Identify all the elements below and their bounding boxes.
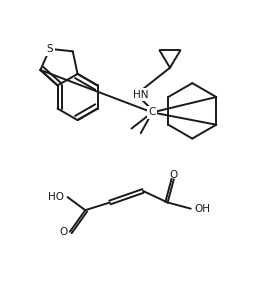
Text: O: O bbox=[59, 227, 68, 237]
Text: HN: HN bbox=[133, 90, 148, 100]
Text: HO: HO bbox=[48, 192, 64, 202]
Text: C: C bbox=[149, 107, 156, 117]
Text: O: O bbox=[170, 170, 178, 180]
Text: S: S bbox=[46, 44, 53, 54]
Text: OH: OH bbox=[195, 204, 211, 214]
